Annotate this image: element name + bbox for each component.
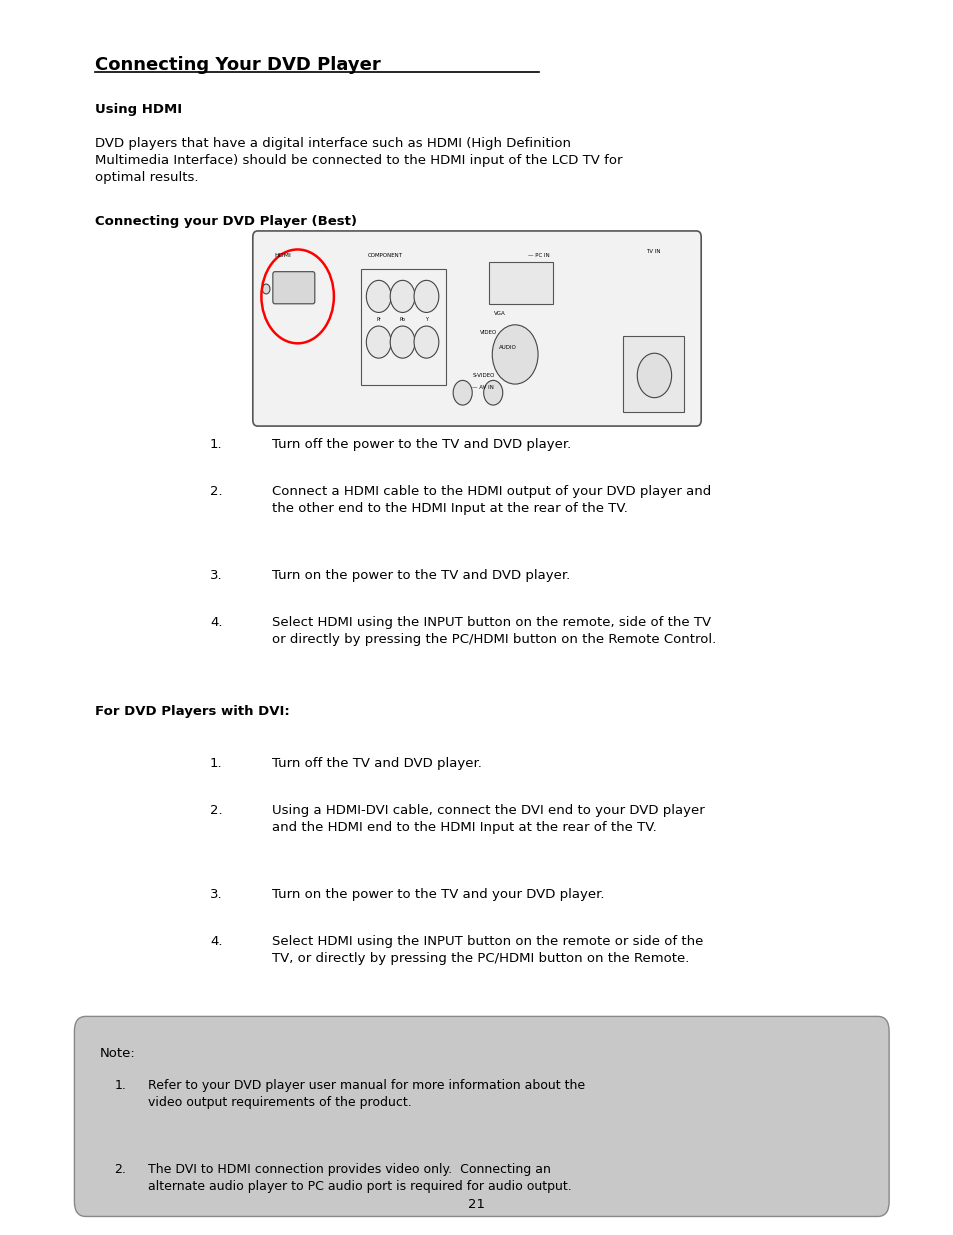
Text: — AV IN: — AV IN <box>472 385 494 390</box>
Text: COMPONENT: COMPONENT <box>367 253 402 258</box>
Text: 2.: 2. <box>210 804 222 818</box>
Text: HDMI: HDMI <box>274 253 292 258</box>
Text: VGA: VGA <box>494 311 505 316</box>
Circle shape <box>390 280 415 312</box>
Text: Turn on the power to the TV and your DVD player.: Turn on the power to the TV and your DVD… <box>272 888 604 902</box>
Text: Turn off the power to the TV and DVD player.: Turn off the power to the TV and DVD pla… <box>272 438 571 452</box>
Circle shape <box>483 380 502 405</box>
Text: Turn on the power to the TV and DVD player.: Turn on the power to the TV and DVD play… <box>272 569 570 583</box>
Text: 3.: 3. <box>210 888 222 902</box>
Text: 21: 21 <box>468 1198 485 1212</box>
Text: Connecting your DVD Player (Best): Connecting your DVD Player (Best) <box>95 215 357 228</box>
Text: 4.: 4. <box>210 616 222 630</box>
Text: For DVD Players with DVI:: For DVD Players with DVI: <box>95 705 290 719</box>
Text: Using a HDMI-DVI cable, connect the DVI end to your DVD player
and the HDMI end : Using a HDMI-DVI cable, connect the DVI … <box>272 804 704 834</box>
Text: VIDEO: VIDEO <box>479 330 497 335</box>
Circle shape <box>414 280 438 312</box>
FancyBboxPatch shape <box>273 272 314 304</box>
FancyBboxPatch shape <box>489 262 553 304</box>
Text: Select HDMI using the INPUT button on the remote or side of the
TV, or directly : Select HDMI using the INPUT button on th… <box>272 935 702 965</box>
Text: Using HDMI: Using HDMI <box>95 103 182 116</box>
Text: 2.: 2. <box>114 1163 126 1177</box>
Text: The DVI to HDMI connection provides video only.  Connecting an
alternate audio p: The DVI to HDMI connection provides vide… <box>148 1163 571 1193</box>
Text: 3.: 3. <box>210 569 222 583</box>
Text: Y: Y <box>424 317 428 322</box>
Text: Note:: Note: <box>100 1047 135 1061</box>
Text: AUDIO: AUDIO <box>498 345 517 350</box>
Circle shape <box>390 326 415 358</box>
Circle shape <box>637 353 671 398</box>
Text: — PC IN: — PC IN <box>527 253 549 258</box>
Circle shape <box>453 380 472 405</box>
Text: TV IN: TV IN <box>645 249 659 254</box>
Circle shape <box>262 284 270 294</box>
Text: DVD players that have a digital interface such as HDMI (High Definition
Multimed: DVD players that have a digital interfac… <box>95 137 622 184</box>
Text: 1.: 1. <box>210 757 222 771</box>
Text: Pb: Pb <box>399 317 405 322</box>
Text: S-VIDEO: S-VIDEO <box>472 373 494 378</box>
Text: 2.: 2. <box>210 485 222 499</box>
Circle shape <box>366 326 391 358</box>
FancyBboxPatch shape <box>253 231 700 426</box>
Text: Connecting Your DVD Player: Connecting Your DVD Player <box>95 56 381 74</box>
FancyBboxPatch shape <box>74 1016 888 1216</box>
Text: 1.: 1. <box>114 1079 126 1093</box>
Text: Pr: Pr <box>375 317 381 322</box>
Circle shape <box>492 325 537 384</box>
Text: Connect a HDMI cable to the HDMI output of your DVD player and
the other end to : Connect a HDMI cable to the HDMI output … <box>272 485 710 515</box>
Text: 4.: 4. <box>210 935 222 948</box>
Circle shape <box>366 280 391 312</box>
Text: 1.: 1. <box>210 438 222 452</box>
Text: Refer to your DVD player user manual for more information about the
video output: Refer to your DVD player user manual for… <box>148 1079 584 1109</box>
Text: Select HDMI using the INPUT button on the remote, side of the TV
or directly by : Select HDMI using the INPUT button on th… <box>272 616 716 646</box>
Text: Turn off the TV and DVD player.: Turn off the TV and DVD player. <box>272 757 481 771</box>
FancyBboxPatch shape <box>622 336 683 412</box>
Circle shape <box>414 326 438 358</box>
